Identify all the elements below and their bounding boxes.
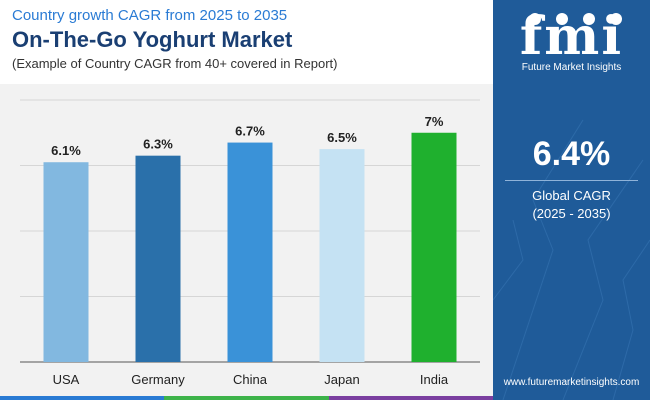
data-label-china: 6.7% xyxy=(235,124,265,139)
logo-text: Future Market Insights xyxy=(521,62,622,73)
x-tick-label-usa: USA xyxy=(53,372,80,387)
decorative-lines xyxy=(493,119,650,400)
fmi-logo: fmi Future Market Insights xyxy=(493,10,650,73)
x-tick-label-china: China xyxy=(233,372,268,387)
x-tick-label-germany: Germany xyxy=(131,372,185,387)
chart-note: (Example of Country CAGR from 40+ covere… xyxy=(12,56,338,71)
bar-chart: 6.1% USA 6.3% Germany 6.7% China 6.5% Japan 7% In… xyxy=(20,99,480,387)
bottom-color-bar xyxy=(0,396,493,400)
logo-icons xyxy=(529,13,622,25)
bottom-bar-segment-2 xyxy=(328,396,493,400)
bottom-bar-segment-0 xyxy=(0,396,165,400)
sidebar-panel: fmi Future Market Insights 6.4% Global C… xyxy=(493,0,650,400)
data-label-usa: 6.1% xyxy=(51,143,81,158)
divider xyxy=(505,180,638,181)
bottom-bar-segment-1 xyxy=(164,396,329,400)
bar-india xyxy=(411,132,457,362)
website-url: www.futuremarketinsights.com xyxy=(503,377,640,388)
global-cagr-label-line1: Global CAGR xyxy=(532,188,611,203)
chart-subtitle: Country growth CAGR from 2025 to 2035 xyxy=(12,7,288,24)
bar-japan xyxy=(319,149,365,362)
data-label-india: 7% xyxy=(425,114,444,129)
chart-title: On-The-Go Yoghurt Market xyxy=(12,27,293,52)
plot-area: 6.1% USA 6.3% Germany 6.7% China 6.5% Japan 7% In… xyxy=(0,84,493,400)
bar-china xyxy=(227,142,273,362)
bar-usa xyxy=(43,162,89,362)
data-label-germany: 6.3% xyxy=(143,137,173,152)
chart-header: Country growth CAGR from 2025 to 2035 On… xyxy=(12,6,482,72)
bar-germany xyxy=(135,155,181,362)
data-label-japan: 6.5% xyxy=(327,130,357,145)
x-tick-label-japan: Japan xyxy=(324,372,359,387)
x-tick-label-india: India xyxy=(420,372,449,387)
global-cagr-label: Global CAGR (2025 - 2035) xyxy=(493,187,650,223)
global-cagr-label-line2: (2025 - 2035) xyxy=(532,206,611,221)
global-cagr-value: 6.4% xyxy=(532,135,611,173)
